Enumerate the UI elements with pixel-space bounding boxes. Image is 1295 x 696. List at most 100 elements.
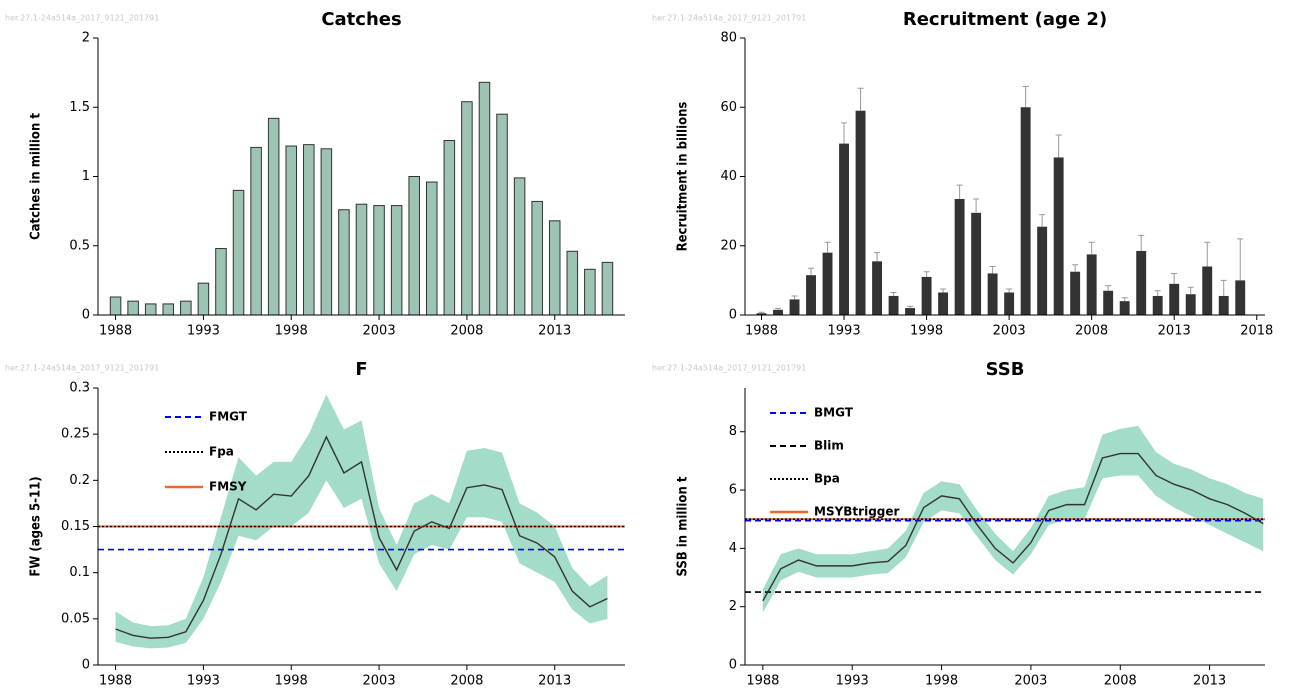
x-tick-label: 2018 (1240, 324, 1273, 339)
x-tick-label: 2003 (363, 674, 396, 689)
chart-title: Catches (321, 9, 401, 30)
bar (216, 249, 227, 315)
error-bar (1039, 215, 1045, 227)
bar (479, 82, 490, 315)
y-tick-label: 0.3 (69, 381, 90, 396)
bar (1136, 251, 1146, 315)
bar (181, 301, 192, 315)
y-tick-label: 0 (729, 658, 737, 673)
error-bar (1105, 286, 1111, 291)
bar (1021, 107, 1031, 315)
bar (304, 145, 315, 315)
x-tick-label: 2003 (1014, 674, 1047, 689)
error-bar (775, 308, 781, 309)
legend-label: MSYBtrigger (814, 505, 900, 519)
bar (806, 275, 816, 315)
error-bar (858, 88, 864, 111)
bar (1169, 284, 1179, 315)
y-tick-label: 20 (720, 238, 737, 253)
y-tick-label: 0.25 (61, 427, 90, 442)
x-tick-label: 1993 (187, 674, 220, 689)
x-tick-label: 2013 (538, 324, 571, 339)
x-tick-label: 2003 (993, 324, 1026, 339)
error-bar (1122, 298, 1128, 301)
error-bar (973, 199, 979, 213)
error-bar (1204, 242, 1210, 266)
bar (1070, 272, 1080, 315)
x-tick-label: 1993 (187, 324, 220, 339)
error-bar (891, 292, 897, 295)
bar (198, 283, 209, 315)
error-bar (874, 253, 880, 262)
x-tick-label: 1998 (275, 674, 308, 689)
error-bar (1138, 235, 1144, 251)
legend-label: BMGT (814, 406, 854, 420)
bar (251, 147, 262, 315)
y-tick-label: 0.5 (69, 238, 90, 253)
bar (773, 310, 783, 315)
error-bar (907, 306, 913, 308)
chart-title: Recruitment (age 2) (903, 9, 1107, 30)
x-tick-label: 2008 (450, 674, 483, 689)
confidence-band (116, 394, 608, 648)
y-tick-label: 2 (729, 599, 737, 614)
y-tick-label: 1.5 (69, 100, 90, 115)
bar (233, 190, 244, 315)
bar (938, 292, 948, 315)
error-bar (957, 185, 963, 199)
x-tick-label: 1988 (99, 674, 132, 689)
error-bar (792, 296, 798, 299)
legend-label: Fpa (209, 445, 234, 459)
bar (1103, 291, 1113, 315)
bar (567, 251, 578, 315)
y-tick-label: 0.2 (69, 473, 90, 488)
bar (321, 149, 332, 315)
chart-title: SSB (986, 359, 1025, 380)
x-tick-label: 1998 (925, 674, 958, 689)
error-bar (1237, 239, 1243, 281)
bar (444, 140, 455, 315)
bar (1037, 227, 1047, 315)
bar (602, 262, 613, 315)
x-tick-label: 2008 (1075, 324, 1108, 339)
y-axis-label: Recruitment in billions (676, 102, 691, 252)
source-note: her.27.1-24a514a_2017_9121_201791 (5, 364, 159, 373)
y-tick-label: 0 (82, 308, 90, 323)
error-bar (1006, 289, 1012, 292)
bar (922, 277, 932, 315)
bar (426, 182, 437, 315)
x-tick-label: 2008 (450, 324, 483, 339)
y-tick-label: 8 (729, 424, 737, 439)
bar (790, 299, 800, 315)
bar (163, 304, 174, 315)
y-tick-label: 2 (82, 31, 90, 46)
bar (145, 304, 156, 315)
y-tick-label: 0.1 (69, 565, 90, 580)
bar (391, 206, 402, 315)
y-tick-label: 1 (82, 169, 90, 184)
y-tick-label: 0 (82, 658, 90, 673)
bar (585, 269, 596, 315)
x-tick-label: 1988 (99, 324, 132, 339)
source-note: her.27.1-24a514a_2017_9121_201791 (652, 364, 806, 373)
bar (955, 199, 965, 315)
bar (1054, 157, 1064, 315)
y-axis-label: SSB in million t (676, 476, 691, 576)
bar (856, 111, 866, 315)
bar (889, 296, 899, 315)
y-tick-label: 40 (720, 169, 737, 184)
legend-label: FMSY (209, 480, 247, 494)
source-note: her.27.1-24a514a_2017_9121_201791 (5, 14, 159, 23)
x-tick-label: 1993 (836, 674, 869, 689)
bar (128, 301, 139, 315)
y-tick-label: 6 (729, 483, 737, 498)
error-bar (1089, 242, 1095, 254)
error-bar (1155, 291, 1161, 296)
error-bar (759, 312, 765, 313)
bar (971, 213, 981, 315)
error-bar (1171, 273, 1177, 283)
bar (549, 221, 560, 315)
bar (514, 178, 525, 315)
error-bar (1056, 135, 1062, 158)
y-tick-label: 0 (729, 308, 737, 323)
